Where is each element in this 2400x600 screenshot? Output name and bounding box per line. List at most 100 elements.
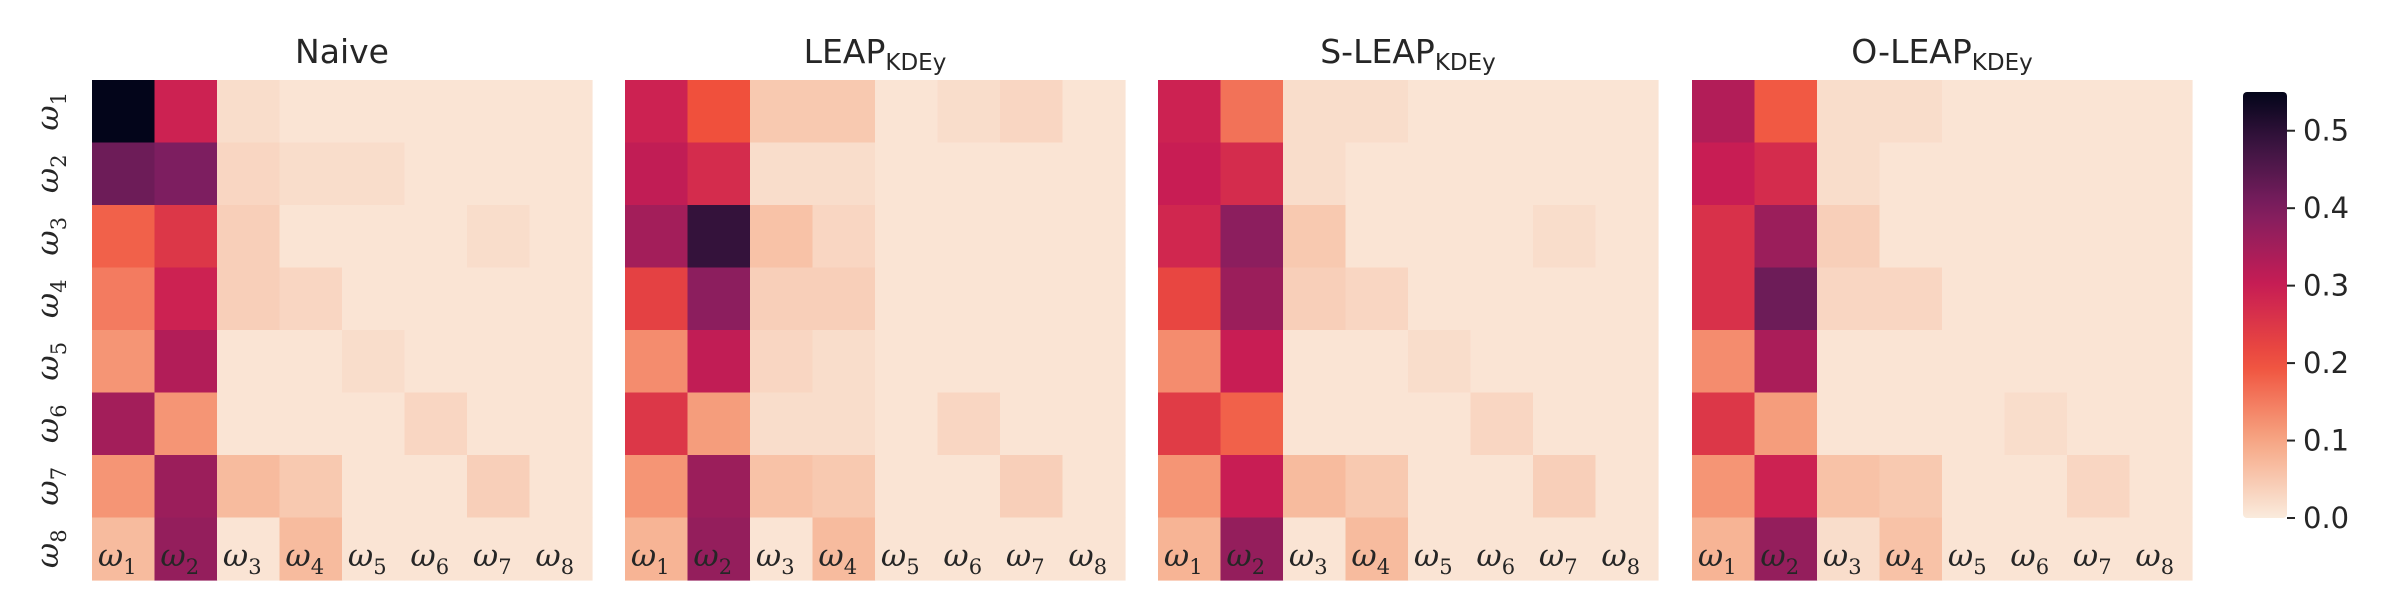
heatmap-cell — [687, 267, 751, 331]
heatmap-cell — [1408, 517, 1472, 581]
heatmap-cell — [812, 392, 876, 456]
heatmap-cell — [812, 455, 876, 519]
heatmap-cell — [1754, 455, 1818, 519]
heatmap-cell — [1158, 80, 1222, 144]
heatmap-cell — [625, 392, 689, 456]
heatmap-panel-1: Naive ω1 ω2 ω3 ω4 ω5 ω6 ω7 ω8 — [92, 32, 593, 581]
x-tick-label: ω5 — [881, 538, 920, 579]
heatmap-cell — [217, 80, 281, 144]
heatmap-cell — [2129, 267, 2193, 331]
heatmap-cell — [1942, 80, 2006, 144]
heatmap-cell — [1158, 455, 1222, 519]
heatmap-cell — [342, 517, 406, 581]
heatmap-cell — [529, 517, 593, 581]
x-tick-label: ω4 — [285, 538, 324, 579]
heatmap-cell — [750, 517, 814, 581]
heatmap-cell — [2004, 330, 2068, 394]
heatmap-cell — [404, 205, 468, 269]
heatmap-cell — [342, 80, 406, 144]
heatmap-cell — [1408, 455, 1472, 519]
heatmap-cell — [1754, 330, 1818, 394]
heatmap-cell — [279, 517, 343, 581]
heatmap-cell — [1408, 392, 1472, 456]
heatmap-cell — [1879, 517, 1943, 581]
heatmap-cell — [1595, 80, 1659, 144]
heatmap-cell — [1062, 455, 1126, 519]
heatmap-cell — [1879, 205, 1943, 269]
heatmap-cell — [1062, 205, 1126, 269]
heatmap-cell — [1062, 330, 1126, 394]
heatmap-cell — [1533, 80, 1597, 144]
heatmap-cell — [1062, 142, 1126, 206]
x-tick-label: ω5 — [1948, 538, 1987, 579]
heatmap-cell — [1595, 267, 1659, 331]
x-tick-label: ω1 — [631, 538, 670, 579]
heatmap-cell — [2129, 392, 2193, 456]
heatmap-cell — [625, 330, 689, 394]
heatmap-cell — [1754, 80, 1818, 144]
heatmap-cell — [687, 80, 751, 144]
heatmap-cell — [625, 517, 689, 581]
heatmap-cell — [1754, 142, 1818, 206]
heatmap-cell — [217, 392, 281, 456]
x-tick-label: ω8 — [535, 538, 574, 579]
heatmap-cell — [1158, 330, 1222, 394]
heatmap-cell — [1000, 142, 1064, 206]
heatmap-cell — [1754, 392, 1818, 456]
heatmap-cell — [467, 455, 531, 519]
x-tick-label: ω5 — [1414, 538, 1453, 579]
heatmap-cell — [342, 330, 406, 394]
heatmap-cell — [1158, 517, 1222, 581]
x-tick-label: ω1 — [98, 538, 137, 579]
heatmap-cell — [1283, 142, 1347, 206]
heatmap-cell — [404, 330, 468, 394]
panel-title-text: Naive — [295, 32, 389, 71]
heatmap-cell — [2067, 267, 2131, 331]
heatmap-cell — [1158, 267, 1222, 331]
heatmap-cell — [1942, 517, 2006, 581]
heatmap-cell — [1533, 455, 1597, 519]
heatmap-cell — [1533, 267, 1597, 331]
heatmap-cell — [812, 517, 876, 581]
heatmap-cell — [1817, 80, 1881, 144]
x-tick-label: ω5 — [348, 538, 387, 579]
x-tick-label: ω1 — [1698, 538, 1737, 579]
heatmap-cell — [937, 330, 1001, 394]
x-tick-label: ω7 — [2073, 538, 2112, 579]
heatmap-cell — [1470, 517, 1534, 581]
heatmap-cell — [937, 517, 1001, 581]
heatmap-cell — [937, 80, 1001, 144]
heatmap-cell — [1817, 330, 1881, 394]
heatmap-cell — [1595, 205, 1659, 269]
panel-title-subscript: KDEy — [885, 50, 946, 76]
y-tick-label: ω7 — [30, 467, 71, 506]
heatmap-cell — [217, 267, 281, 331]
panel-title: LEAPKDEy — [804, 32, 947, 76]
heatmap-cell — [1754, 267, 1818, 331]
heatmap-cell — [342, 267, 406, 331]
x-tick-label: ω6 — [410, 538, 449, 579]
heatmap-cell — [687, 142, 751, 206]
heatmap-cell — [529, 80, 593, 144]
heatmap-cell — [2004, 392, 2068, 456]
heatmap-cell — [467, 80, 531, 144]
heatmap-cell — [1158, 392, 1222, 456]
heatmap-cell — [875, 142, 939, 206]
heatmap-cell — [1879, 330, 1943, 394]
heatmap-cell — [1879, 142, 1943, 206]
heatmap-cell — [1470, 205, 1534, 269]
heatmap-cell — [1692, 142, 1756, 206]
heatmap-cell — [404, 80, 468, 144]
heatmap-cell — [937, 267, 1001, 331]
heatmap-cell — [1220, 330, 1284, 394]
heatmap-cell — [1283, 80, 1347, 144]
heatmap-cell — [1220, 455, 1284, 519]
y-tick-labels: ω1 ω2 ω3 ω4 ω5 ω6 ω7 ω8 — [30, 92, 71, 568]
heatmap-cell — [750, 267, 814, 331]
heatmap-cell — [154, 80, 218, 144]
heatmap-cell — [1942, 205, 2006, 269]
heatmap-cell — [875, 517, 939, 581]
heatmap-cell — [875, 205, 939, 269]
heatmap-cell — [750, 80, 814, 144]
